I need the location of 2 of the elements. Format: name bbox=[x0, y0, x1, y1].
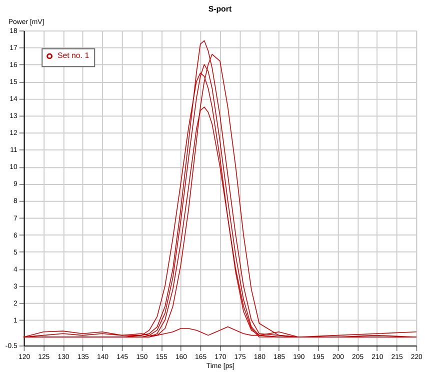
legend-label: Set no. 1 bbox=[57, 51, 90, 60]
chart-title: S-port bbox=[208, 4, 232, 14]
